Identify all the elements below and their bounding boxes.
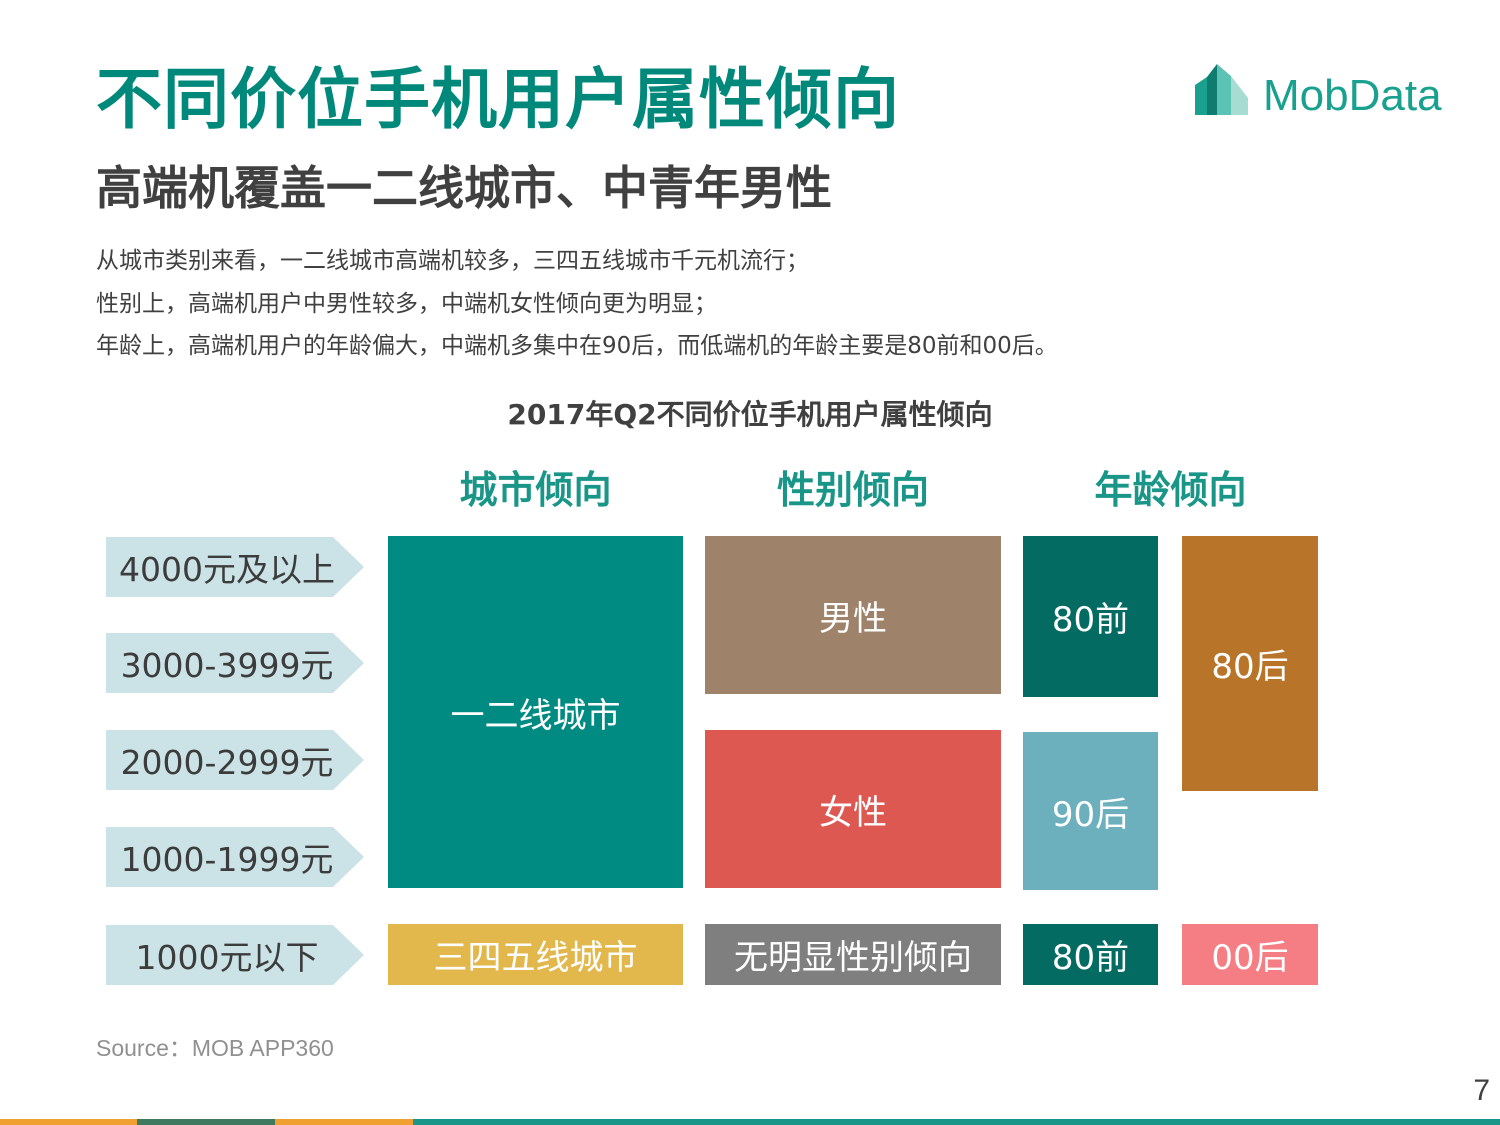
block-gender-female: 女性 — [705, 730, 1001, 888]
chart-title: 2017年Q2不同价位手机用户属性倾向 — [507, 398, 993, 431]
column-header-gender: 性别倾向 — [776, 468, 929, 512]
price-tier-label: 2000-2999元 — [106, 730, 364, 790]
description-line: 从城市类别来看，一二线城市高端机较多，三四五线城市千元机流行； — [96, 248, 809, 274]
column-header-city: 城市倾向 — [459, 468, 612, 512]
bottom-bar-segment — [0, 1119, 137, 1125]
description-line: 性别上，高端机用户中男性较多，中端机女性倾向更为明显； — [96, 291, 717, 317]
source-note: Source：MOB APP360 — [96, 1035, 334, 1061]
block-age-80-after: 80后 — [1182, 536, 1318, 791]
logo-text: MobData — [1263, 71, 1442, 120]
bottom-bar-segment — [275, 1119, 413, 1125]
price-tier-label: 3000-3999元 — [106, 633, 364, 693]
price-tier-label: 1000元以下 — [106, 925, 364, 985]
description-line: 年龄上，高端机用户的年龄偏大，中端机多集中在90后，而低端机的年龄主要是80前和… — [96, 333, 1058, 359]
page-subtitle: 高端机覆盖一二线城市、中青年男性 — [96, 161, 832, 215]
block-city-tier1-2: 一二线城市 — [388, 536, 683, 888]
page-number: 7 — [1473, 1074, 1490, 1107]
block-city-tier3-5: 三四五线城市 — [388, 924, 683, 985]
bottom-bar-segment — [413, 1119, 1500, 1125]
column-header-age: 年龄倾向 — [1094, 468, 1247, 512]
block-age-90-after: 90后 — [1023, 732, 1158, 890]
bottom-bar-segment — [137, 1119, 275, 1125]
price-tier-label: 1000-1999元 — [106, 827, 364, 887]
block-age-low-80-before: 80前 — [1023, 924, 1158, 985]
block-gender-neutral: 无明显性别倾向 — [705, 924, 1001, 985]
block-age-80-before: 80前 — [1023, 536, 1158, 697]
block-age-00-after: 00后 — [1182, 924, 1318, 985]
block-gender-male: 男性 — [705, 536, 1001, 694]
price-tier-label: 4000元及以上 — [106, 537, 364, 597]
page-title: 不同价位手机用户属性倾向 — [96, 61, 900, 138]
mobdata-logo-icon — [1195, 64, 1248, 115]
